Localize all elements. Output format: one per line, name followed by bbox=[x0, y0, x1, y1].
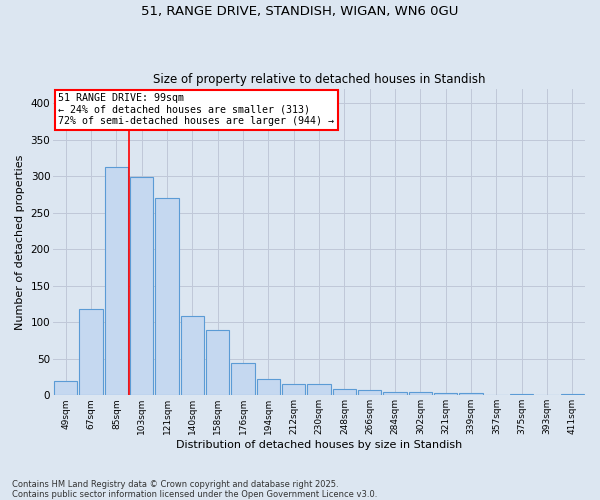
Bar bbox=[307, 384, 331, 396]
Bar bbox=[434, 393, 457, 396]
Bar bbox=[383, 392, 407, 396]
Bar bbox=[130, 177, 154, 396]
Bar bbox=[560, 394, 584, 396]
X-axis label: Distribution of detached houses by size in Standish: Distribution of detached houses by size … bbox=[176, 440, 462, 450]
Text: Contains HM Land Registry data © Crown copyright and database right 2025.
Contai: Contains HM Land Registry data © Crown c… bbox=[12, 480, 377, 499]
Bar bbox=[105, 166, 128, 396]
Bar bbox=[510, 394, 533, 396]
Bar bbox=[333, 390, 356, 396]
Bar bbox=[485, 394, 508, 396]
Bar bbox=[282, 384, 305, 396]
Text: 51 RANGE DRIVE: 99sqm
← 24% of detached houses are smaller (313)
72% of semi-det: 51 RANGE DRIVE: 99sqm ← 24% of detached … bbox=[58, 93, 334, 126]
Bar bbox=[181, 316, 204, 396]
Bar bbox=[155, 198, 179, 396]
Text: 51, RANGE DRIVE, STANDISH, WIGAN, WN6 0GU: 51, RANGE DRIVE, STANDISH, WIGAN, WN6 0G… bbox=[142, 5, 458, 18]
Bar bbox=[206, 330, 229, 396]
Bar bbox=[358, 390, 382, 396]
Bar bbox=[535, 394, 559, 396]
Bar bbox=[257, 379, 280, 396]
Bar bbox=[54, 380, 77, 396]
Bar bbox=[460, 393, 482, 396]
Bar bbox=[79, 309, 103, 396]
Y-axis label: Number of detached properties: Number of detached properties bbox=[15, 154, 25, 330]
Title: Size of property relative to detached houses in Standish: Size of property relative to detached ho… bbox=[153, 73, 485, 86]
Bar bbox=[409, 392, 432, 396]
Bar bbox=[232, 363, 255, 396]
